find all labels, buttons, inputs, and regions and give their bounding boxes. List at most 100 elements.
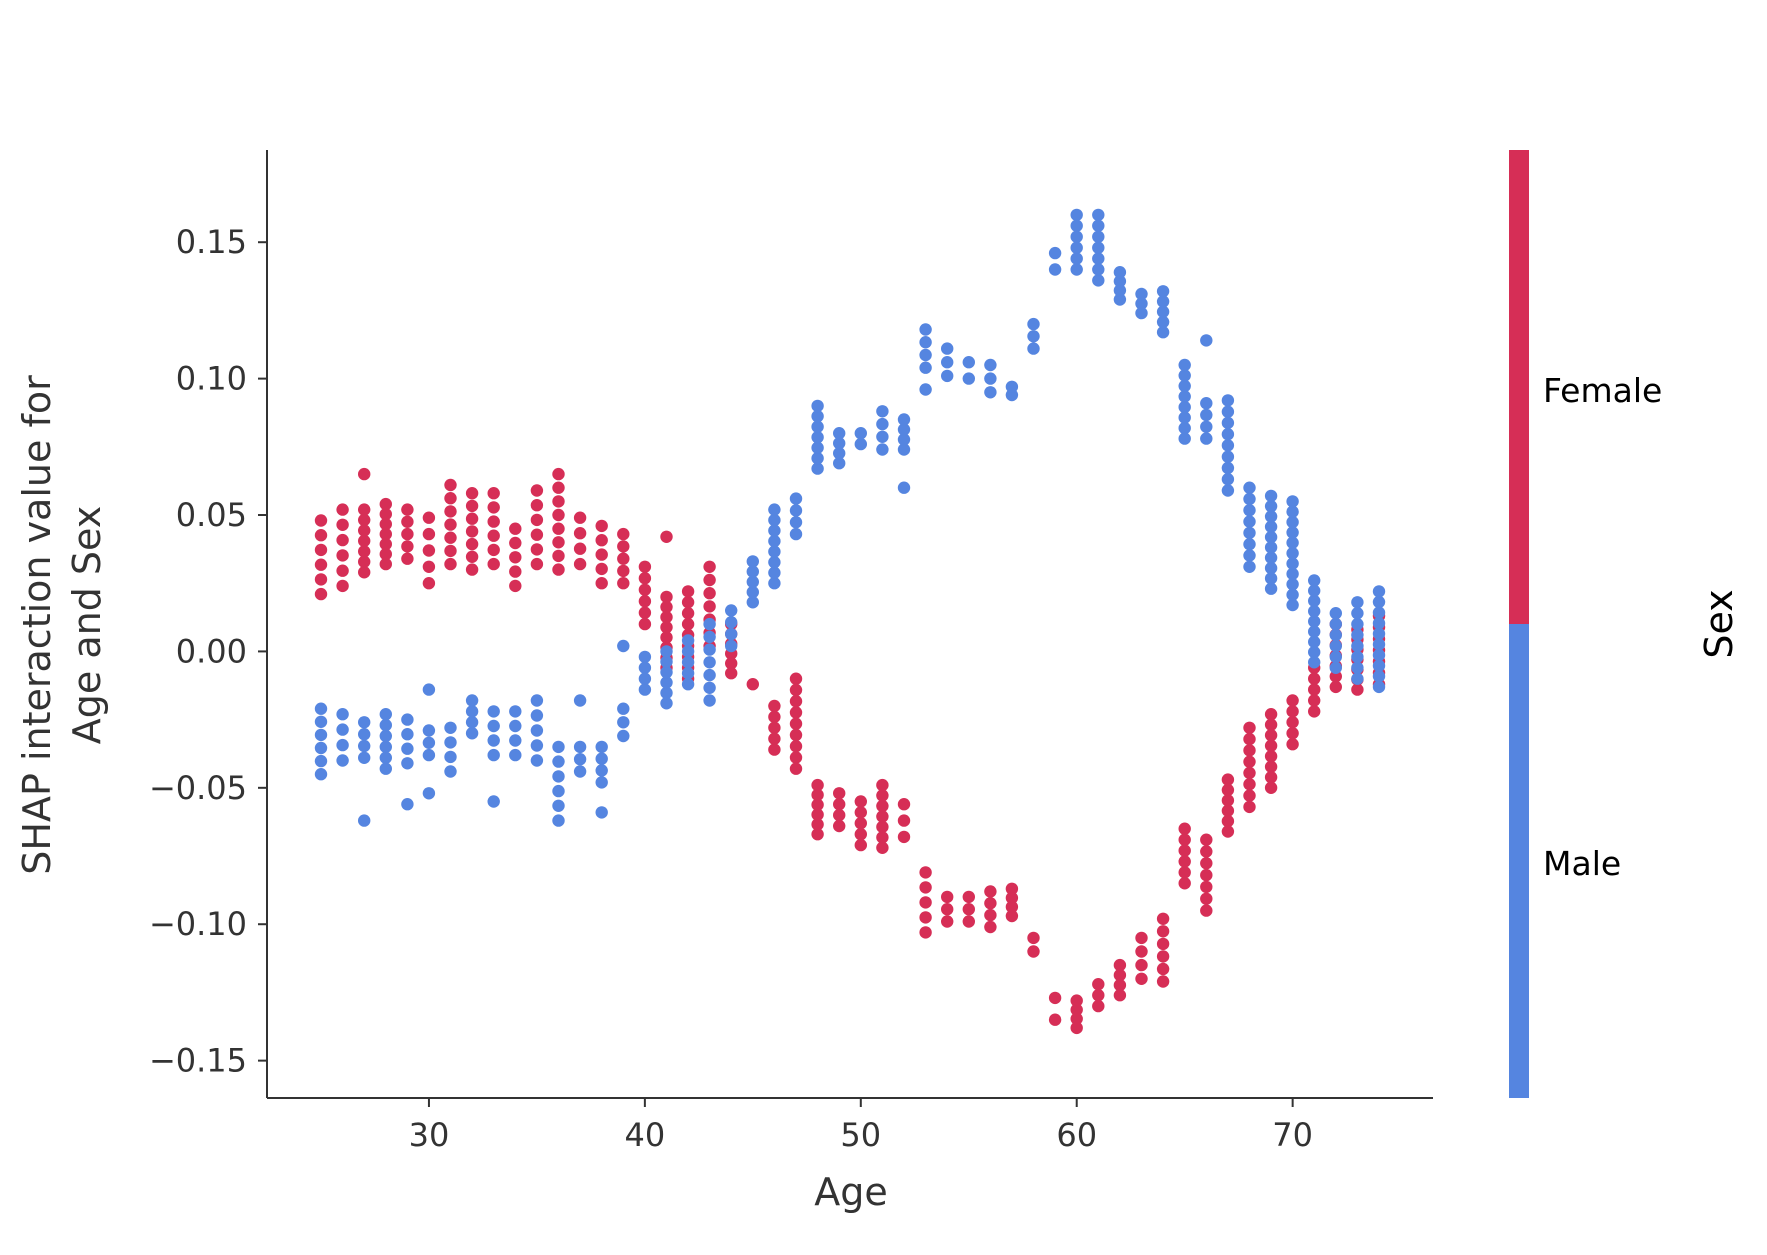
- data-point-male: [833, 427, 846, 440]
- data-point-male: [725, 604, 738, 617]
- data-point-male: [941, 369, 954, 383]
- data-point-male: [725, 627, 738, 641]
- data-point-female: [358, 503, 371, 516]
- data-point-male: [768, 503, 781, 516]
- data-point-female: [876, 799, 889, 813]
- data-point-female: [552, 481, 565, 494]
- data-point-female: [1264, 718, 1278, 731]
- y-axis-title-line-2: Age and Sex: [65, 506, 109, 744]
- data-point-female: [1070, 994, 1083, 1007]
- data-point-female: [465, 487, 479, 500]
- data-point-male: [1135, 287, 1148, 301]
- data-point-female: [336, 533, 349, 547]
- data-point-female: [595, 577, 608, 590]
- data-point-female: [358, 555, 371, 568]
- data-point-male: [1264, 582, 1278, 595]
- data-point-female: [811, 788, 824, 802]
- data-point-female: [1243, 721, 1256, 734]
- data-point-male: [811, 410, 824, 423]
- data-point-male: [854, 437, 867, 451]
- data-point-female: [530, 484, 544, 497]
- data-point-female: [379, 547, 392, 561]
- data-point-male: [1200, 334, 1213, 347]
- data-point-male: [1286, 495, 1299, 508]
- data-point-male: [1286, 567, 1299, 581]
- data-point-female: [919, 926, 932, 939]
- y-tick-label: −0.05: [149, 769, 247, 807]
- data-point-male: [1286, 598, 1299, 612]
- data-point-male: [1264, 551, 1278, 564]
- data-point-female: [703, 587, 716, 600]
- data-point-female: [854, 795, 867, 808]
- data-point-female: [444, 518, 457, 531]
- data-point-male: [811, 452, 824, 465]
- data-point-male: [1200, 432, 1213, 445]
- data-point-female: [552, 522, 565, 535]
- data-point-female: [1113, 978, 1127, 992]
- data-point-male: [1351, 650, 1364, 664]
- data-point-male: [1221, 484, 1235, 497]
- data-point-male: [897, 423, 911, 436]
- data-point-female: [1243, 789, 1256, 802]
- data-point-female: [595, 562, 608, 576]
- data-point-female: [703, 573, 716, 587]
- data-point-female: [314, 543, 328, 557]
- data-point-female: [552, 467, 565, 481]
- data-point-female: [617, 527, 630, 541]
- data-point-female: [465, 563, 479, 576]
- data-point-male: [703, 668, 716, 682]
- data-point-male: [595, 776, 608, 789]
- data-point-male: [595, 752, 608, 765]
- data-point-male: [1200, 408, 1213, 422]
- data-point-female: [1221, 814, 1235, 828]
- data-point-male: [1372, 627, 1386, 640]
- data-point-male: [768, 534, 781, 548]
- data-point-male: [1113, 275, 1127, 288]
- data-point-female: [401, 552, 414, 565]
- data-point-female: [1200, 904, 1213, 917]
- data-point-female: [509, 536, 522, 550]
- x-axis-title: Age: [814, 1170, 888, 1214]
- data-point-male: [1351, 607, 1364, 620]
- data-point-female: [1200, 857, 1213, 870]
- data-point-female: [1048, 991, 1062, 1005]
- data-point-male: [1178, 369, 1191, 382]
- data-point-male: [789, 527, 803, 541]
- data-point-male: [422, 724, 436, 737]
- data-point-male: [1178, 421, 1191, 435]
- data-point-male: [725, 639, 738, 653]
- data-point-female: [1135, 958, 1148, 972]
- data-point-male: [919, 323, 932, 336]
- data-point-male: [746, 585, 759, 599]
- data-point-male: [660, 686, 673, 700]
- data-point-female: [876, 820, 889, 834]
- data-point-male: [746, 565, 759, 578]
- data-point-male: [1243, 538, 1256, 551]
- data-point-male: [1178, 379, 1191, 393]
- data-point-female: [1005, 900, 1019, 914]
- data-point-female: [854, 817, 867, 830]
- data-point-female: [876, 831, 889, 844]
- data-point-female: [379, 507, 392, 521]
- data-point-male: [595, 806, 608, 819]
- data-point-female: [444, 531, 457, 544]
- data-point-female: [1286, 694, 1299, 707]
- data-point-female: [789, 695, 803, 708]
- data-point-male: [789, 492, 803, 505]
- data-point-male: [1308, 584, 1321, 597]
- data-point-male: [768, 545, 781, 558]
- data-point-male: [1092, 241, 1105, 254]
- data-point-female: [401, 527, 414, 541]
- data-point-male: [660, 645, 673, 658]
- data-point-female: [811, 778, 824, 792]
- data-point-female: [660, 600, 673, 614]
- data-point-female: [919, 896, 932, 909]
- data-point-male: [617, 729, 630, 743]
- data-point-female: [552, 495, 565, 508]
- data-point-female: [638, 617, 652, 631]
- data-point-female: [638, 606, 652, 619]
- data-point-female: [379, 527, 392, 541]
- data-point-female: [660, 631, 673, 644]
- data-point-male: [1156, 295, 1170, 308]
- data-point-female: [1221, 825, 1235, 838]
